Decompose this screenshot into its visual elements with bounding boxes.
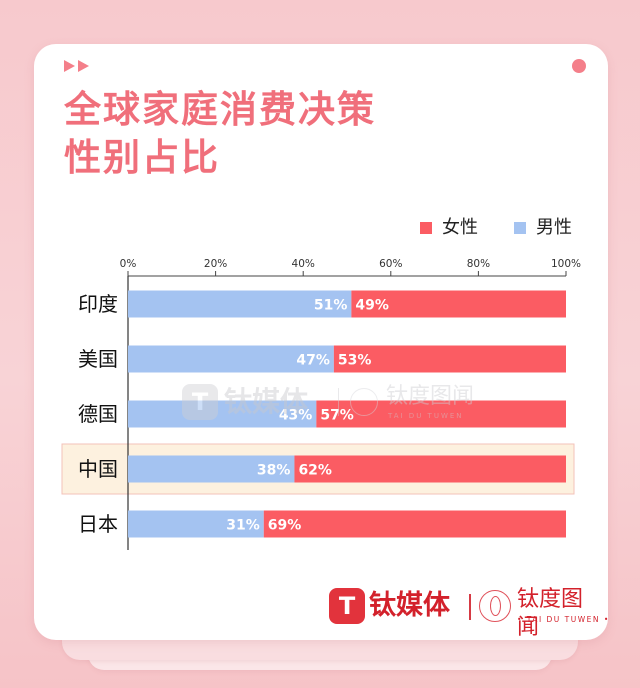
x-tick-label: 80% xyxy=(467,258,490,270)
play-arrows-icon xyxy=(64,60,96,72)
bar-segment-female xyxy=(333,345,566,373)
main-card xyxy=(34,44,608,640)
footer-sub-brand-en: • TAI DU TUWEN • xyxy=(517,615,610,624)
dot-icon xyxy=(572,59,586,73)
page-title: 全球家庭消费决策 性别占比 xyxy=(64,86,504,182)
legend-label: 女性 xyxy=(442,217,478,238)
title-line-2: 性别占比 xyxy=(64,136,220,179)
bar-segment-female xyxy=(263,510,566,538)
data-label-male: 47% xyxy=(296,353,330,369)
x-tick-label: 0% xyxy=(120,258,137,270)
tmtpost-logo-icon: T xyxy=(329,588,365,624)
legend-swatch xyxy=(420,222,432,234)
x-tick-label: 40% xyxy=(292,258,315,270)
footer-sub-brand: 钛度图闻 xyxy=(517,587,584,640)
x-tick-label: 100% xyxy=(551,258,581,270)
category-label: 德国 xyxy=(78,402,118,426)
bar-segment-male xyxy=(128,510,264,538)
bar-segment-female xyxy=(351,290,566,318)
title-line-1: 全球家庭消费决策 xyxy=(64,88,376,131)
eye-logo-icon xyxy=(479,590,511,622)
data-label-male: 38% xyxy=(257,463,291,479)
legend-swatch xyxy=(514,222,526,234)
category-label: 印度 xyxy=(78,292,118,316)
data-label-female: 53% xyxy=(338,353,372,369)
x-tick-label: 20% xyxy=(204,258,227,270)
footer-divider xyxy=(469,594,471,620)
bar-segment-male xyxy=(128,455,295,483)
data-label-male: 31% xyxy=(226,518,260,534)
data-label-female: 57% xyxy=(320,408,354,424)
bar-segment-female xyxy=(316,400,566,428)
data-label-male: 43% xyxy=(279,408,313,424)
data-label-male: 51% xyxy=(314,298,348,314)
category-label: 日本 xyxy=(78,512,118,536)
footer-brand-name: 钛媒体 xyxy=(369,590,450,621)
category-label: 美国 xyxy=(78,347,118,371)
category-label: 中国 xyxy=(78,457,118,481)
data-label-female: 69% xyxy=(268,518,302,534)
footer-brand: T 钛媒体 钛度图闻 • TAI DU TUWEN • xyxy=(329,586,608,640)
x-tick-label: 60% xyxy=(379,258,402,270)
bar-segment-male xyxy=(128,400,317,428)
data-label-female: 62% xyxy=(298,463,332,479)
data-label-female: 49% xyxy=(355,298,389,314)
bar-segment-male xyxy=(128,290,352,318)
bar-segment-male xyxy=(128,345,334,373)
bar-segment-female xyxy=(294,455,566,483)
legend-label: 男性 xyxy=(536,217,572,238)
